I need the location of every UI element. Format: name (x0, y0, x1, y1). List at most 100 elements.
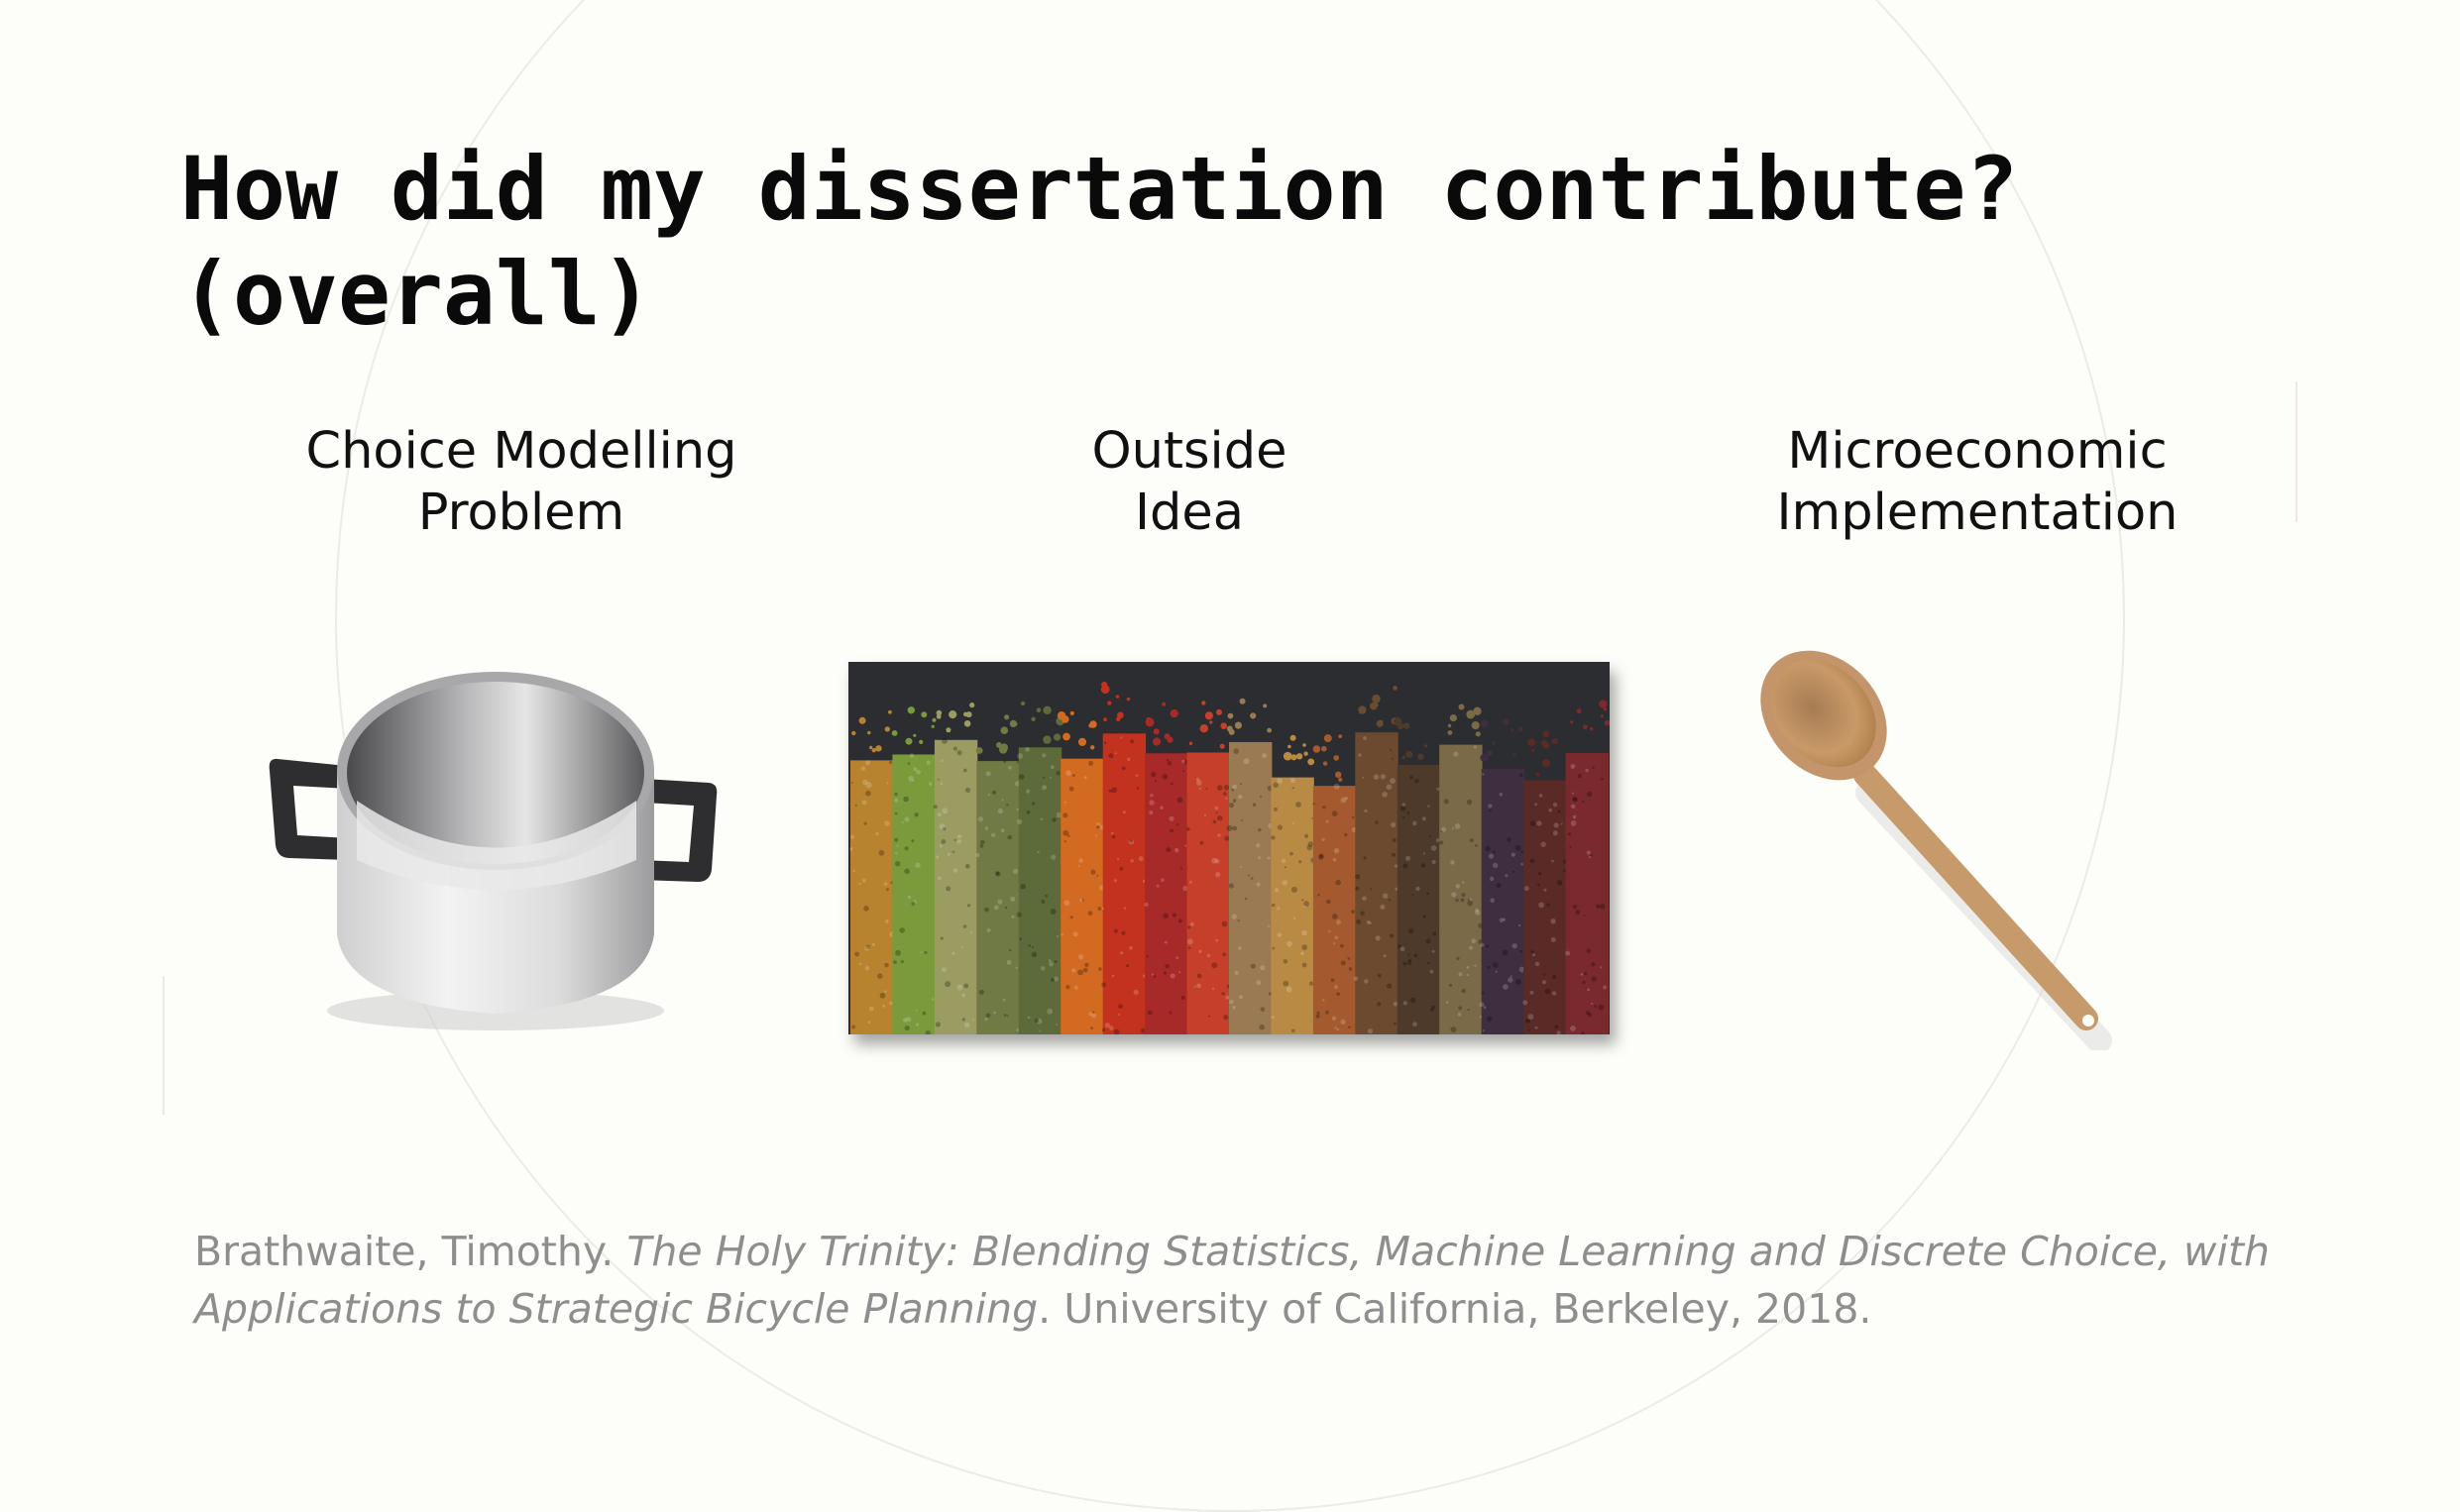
spice-texture (1364, 979, 1369, 984)
spice-texture (964, 787, 971, 793)
spice-grain (1227, 712, 1234, 719)
spice-grain (1036, 707, 1042, 712)
spice-grain (1603, 707, 1608, 711)
spice-texture (1160, 806, 1164, 810)
spice-texture (1393, 1022, 1397, 1026)
spice-texture (1551, 991, 1557, 996)
spice-texture (1039, 1029, 1042, 1032)
spice-texture (1285, 866, 1286, 869)
spice-texture (886, 888, 889, 892)
spice-texture (907, 762, 911, 765)
spice-grain (1372, 694, 1381, 703)
spice-texture (1455, 898, 1459, 903)
spice-texture (1232, 825, 1238, 831)
spice-texture (1483, 1006, 1487, 1010)
spice-grain (1582, 724, 1588, 729)
spice-grain (1234, 721, 1242, 729)
spice-texture (1078, 954, 1084, 960)
spice-grain (1000, 743, 1008, 752)
spice-texture (937, 876, 942, 881)
spice-texture (1031, 951, 1038, 958)
spice-texture (993, 905, 999, 911)
spice-texture (1591, 976, 1597, 982)
spice-texture (1240, 783, 1243, 786)
spice-texture (1585, 768, 1589, 773)
spice-grain (1199, 724, 1208, 733)
spice-texture (1005, 906, 1008, 910)
spice-texture (1025, 747, 1030, 752)
spice-texture (963, 983, 969, 989)
spice-grain (1570, 720, 1574, 724)
spice-texture (991, 832, 996, 837)
spice-texture (1180, 867, 1183, 870)
spice-column (1186, 752, 1230, 1034)
spice-texture (1336, 992, 1340, 996)
spice-texture (1529, 990, 1534, 995)
spice-texture (1572, 905, 1577, 910)
spice-texture (1474, 964, 1477, 967)
spice-texture (1121, 766, 1126, 771)
spice-grain (1492, 741, 1496, 745)
spice-texture (1042, 785, 1048, 791)
spice-texture (1031, 802, 1036, 806)
spice-texture (1519, 950, 1522, 953)
spice-texture (1375, 935, 1381, 941)
spice-texture (941, 759, 944, 763)
spice-texture (933, 805, 938, 810)
spice-grain (1146, 716, 1152, 722)
spice-grain (1167, 736, 1174, 743)
spice-texture (1505, 874, 1509, 878)
spice-texture (1340, 960, 1346, 966)
spice-texture (1181, 759, 1185, 764)
spice-texture (1054, 960, 1058, 964)
spice-texture (1250, 963, 1256, 969)
spice-texture (1422, 915, 1426, 918)
spice-texture (1534, 803, 1537, 807)
spice-texture (877, 973, 883, 979)
spice-texture (865, 760, 871, 766)
spice-texture (902, 1018, 908, 1023)
spice-texture (1001, 799, 1004, 802)
spice-texture (1300, 951, 1304, 955)
spice-texture (911, 901, 916, 906)
spice-grain (913, 733, 917, 737)
spice-grain (1287, 744, 1291, 749)
slide-title: How did my dissertation contribute? (ove… (180, 137, 2262, 347)
spice-texture (1390, 778, 1396, 784)
spice-texture (1130, 739, 1135, 744)
spice-texture (1267, 856, 1271, 860)
spice-texture (1185, 826, 1190, 831)
spice-texture (1352, 815, 1355, 819)
spice-texture (1273, 782, 1279, 789)
spice-texture (1081, 899, 1084, 903)
spice-texture (947, 852, 950, 856)
spice-texture (1298, 860, 1302, 864)
spice-texture (1556, 1030, 1561, 1034)
spice-texture (1016, 808, 1019, 811)
spice-texture (1301, 899, 1304, 902)
spice-texture (1589, 855, 1592, 859)
spice-texture (1223, 785, 1230, 791)
spice-texture (1565, 950, 1571, 956)
spice-texture (1317, 894, 1320, 897)
spice-texture (926, 760, 931, 765)
spice-texture (852, 869, 855, 873)
spice-texture (1344, 797, 1349, 801)
spice-texture (1154, 780, 1157, 783)
spice-texture (849, 847, 853, 851)
spice-texture (1196, 983, 1201, 989)
spice-texture (997, 899, 1003, 905)
spice-texture (1223, 1015, 1229, 1021)
spice-texture (986, 927, 991, 933)
spice-texture (1237, 919, 1240, 922)
spice-texture (1274, 807, 1278, 811)
spice-texture (1366, 919, 1371, 924)
spice-texture (1600, 966, 1603, 969)
spice-texture (1026, 810, 1031, 814)
spice-texture (941, 839, 947, 844)
spice-texture (991, 790, 997, 795)
spice-grain (931, 724, 935, 728)
spice-texture (1032, 946, 1035, 948)
spice-texture (1177, 918, 1182, 923)
spice-texture (956, 750, 962, 756)
